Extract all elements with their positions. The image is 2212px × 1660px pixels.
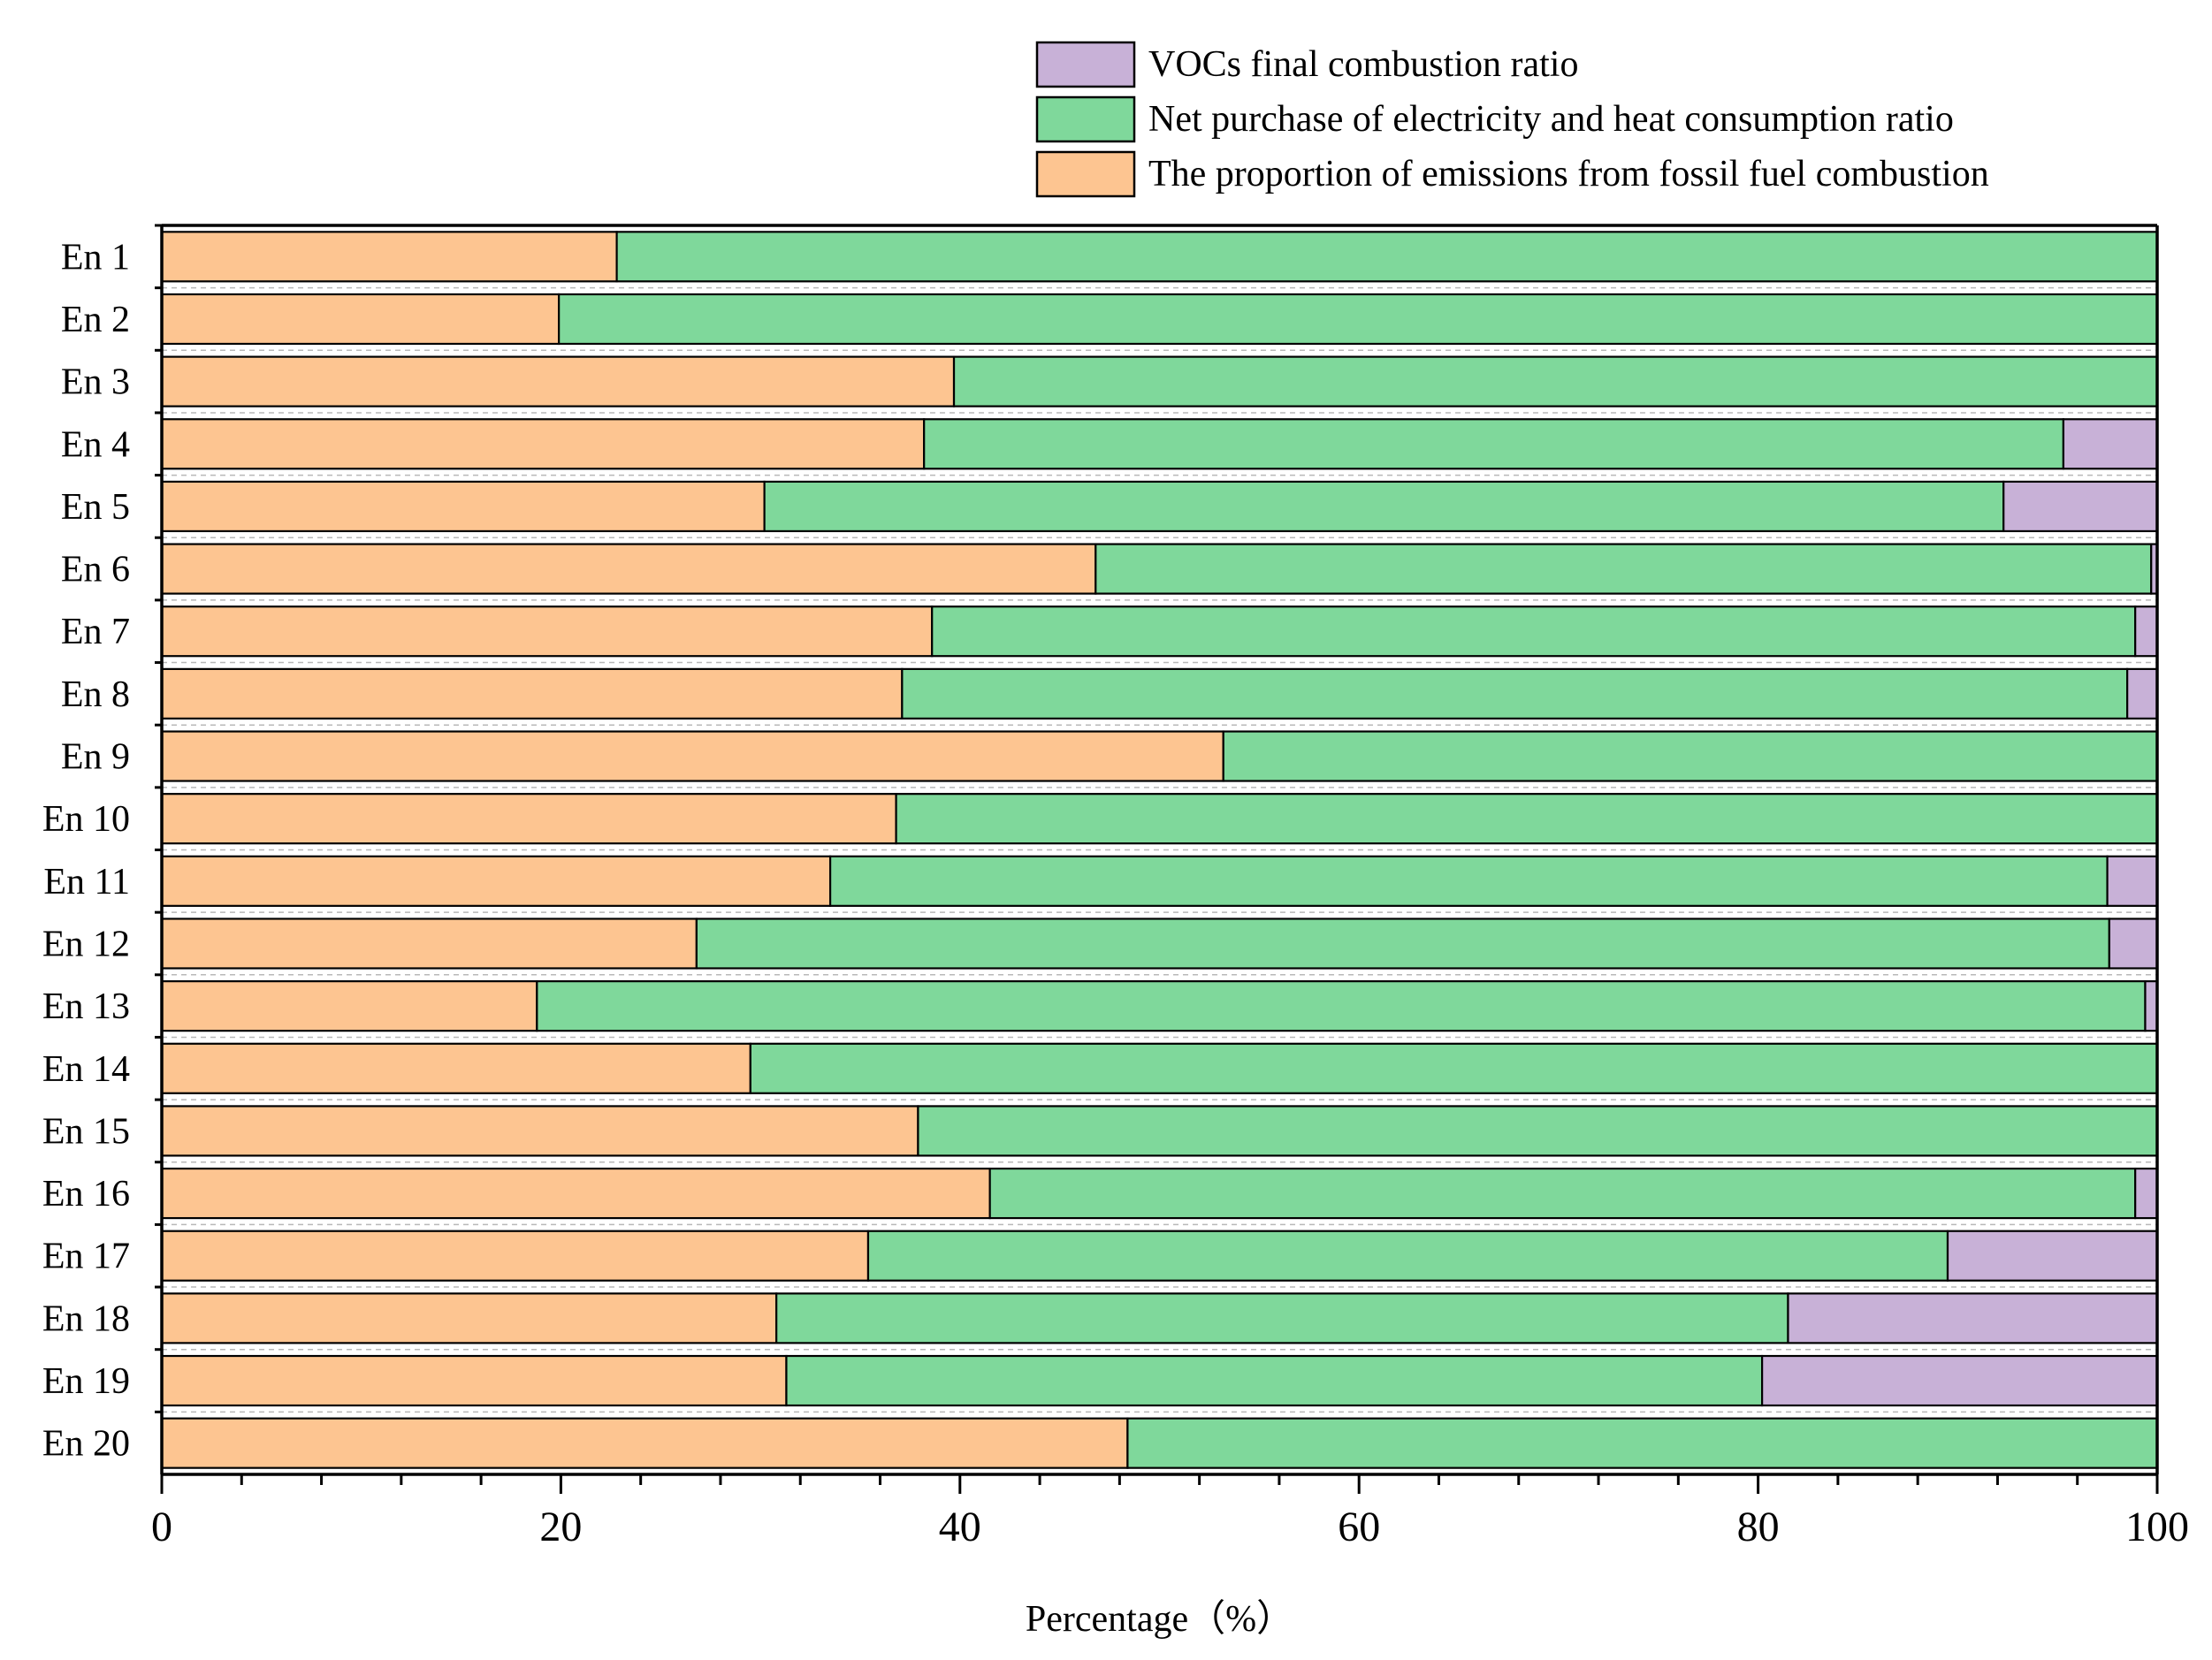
y-tick-label: En 12 bbox=[42, 924, 130, 964]
x-tick-label: 80 bbox=[1737, 1504, 1780, 1550]
bar-en-13-series-2 bbox=[536, 980, 2147, 1032]
bar-en-4-series-1 bbox=[160, 418, 926, 470]
bar-en-10-series-2 bbox=[895, 793, 2159, 845]
labels-layer: En 1 En 2 En 3 En 4 En 5 En 6 En 7 En 8 En 9 En 1… bbox=[42, 237, 2189, 1640]
bar-en-17-series-2 bbox=[866, 1230, 1949, 1282]
bar-en-18-series-1 bbox=[160, 1292, 778, 1344]
legend-swatch-3 bbox=[1035, 150, 1136, 198]
bar-en-12-series-1 bbox=[160, 918, 698, 970]
bar-en-5-series-1 bbox=[160, 480, 766, 533]
bar-en-14-series-2 bbox=[749, 1042, 2159, 1094]
bar-en-19-series-2 bbox=[785, 1354, 1764, 1407]
bar-en-16-series-2 bbox=[988, 1167, 2137, 1220]
y-tick-label: En 10 bbox=[42, 799, 130, 840]
bar-en-4-series-2 bbox=[923, 418, 2065, 470]
bar-en-16-series-1 bbox=[160, 1167, 991, 1220]
bar-en-7-series-1 bbox=[160, 605, 934, 658]
bar-en-19-series-3 bbox=[1761, 1354, 2159, 1407]
y-tick-label: En 4 bbox=[61, 424, 130, 465]
bars-layer bbox=[160, 231, 2159, 1469]
y-tick-label: En 20 bbox=[42, 1424, 130, 1465]
bar-en-20-series-2 bbox=[1126, 1417, 2159, 1469]
bar-en-16-series-3 bbox=[2134, 1167, 2159, 1220]
bar-en-9-series-2 bbox=[1222, 730, 2159, 782]
bar-en-6-series-1 bbox=[160, 543, 1097, 595]
x-axis-title: Percentage（%） bbox=[1026, 1599, 1293, 1640]
bar-en-8-series-3 bbox=[2126, 667, 2159, 720]
bar-en-9-series-1 bbox=[160, 730, 1224, 782]
x-tick-label: 100 bbox=[2125, 1504, 2189, 1550]
bar-en-13-series-3 bbox=[2144, 980, 2159, 1032]
axes-layer bbox=[155, 224, 2159, 1494]
bar-en-15-series-1 bbox=[160, 1105, 919, 1157]
legend-label-2: Net purchase of electricity and heat con… bbox=[1148, 99, 1954, 140]
bar-en-11-series-1 bbox=[160, 855, 832, 907]
bar-en-20-series-1 bbox=[160, 1417, 1129, 1469]
y-tick-label: En 6 bbox=[61, 550, 130, 590]
bar-en-13-series-1 bbox=[160, 980, 538, 1032]
bar-en-6-series-2 bbox=[1095, 543, 2153, 595]
y-tick-label: En 8 bbox=[61, 674, 130, 715]
bar-en-3-series-1 bbox=[160, 355, 956, 407]
y-tick-label: En 14 bbox=[42, 1049, 130, 1090]
y-tick-label: En 17 bbox=[42, 1237, 130, 1277]
bar-en-5-series-2 bbox=[763, 480, 2005, 533]
y-tick-label: En 19 bbox=[42, 1361, 130, 1402]
y-tick-label: En 2 bbox=[61, 300, 130, 340]
legend-swatch-1 bbox=[1035, 41, 1136, 88]
y-tick-label: En 9 bbox=[61, 737, 130, 778]
legend-label-3: The proportion of emissions from fossil … bbox=[1148, 154, 1989, 194]
bar-en-8-series-2 bbox=[901, 667, 2129, 720]
y-tick-label: En 15 bbox=[42, 1111, 130, 1152]
y-tick-label: En 11 bbox=[43, 862, 130, 902]
bar-en-3-series-2 bbox=[952, 355, 2159, 407]
bar-en-19-series-1 bbox=[160, 1354, 788, 1407]
bar-en-12-series-3 bbox=[2108, 918, 2159, 970]
x-tick-label: 20 bbox=[539, 1504, 582, 1550]
legend-label-1: VOCs final combustion ratio bbox=[1148, 44, 1578, 85]
y-tick-label: En 16 bbox=[42, 1174, 130, 1215]
bar-en-17-series-3 bbox=[1946, 1230, 2159, 1282]
bar-en-2-series-1 bbox=[160, 293, 561, 346]
bar-en-5-series-3 bbox=[2002, 480, 2159, 533]
bar-en-18-series-3 bbox=[1787, 1292, 2159, 1344]
y-tick-label: En 1 bbox=[61, 237, 130, 278]
bar-en-1-series-2 bbox=[615, 231, 2159, 283]
bar-en-11-series-3 bbox=[2106, 855, 2159, 907]
bar-en-8-series-1 bbox=[160, 667, 904, 720]
x-tick-label: 40 bbox=[939, 1504, 981, 1550]
y-tick-label: En 5 bbox=[61, 487, 130, 528]
x-tick-label: 60 bbox=[1338, 1504, 1380, 1550]
bar-en-7-series-2 bbox=[931, 605, 2137, 658]
bar-en-11-series-2 bbox=[828, 855, 2109, 907]
y-tick-label: En 13 bbox=[42, 986, 130, 1027]
x-tick-label: 0 bbox=[151, 1504, 172, 1550]
bar-en-17-series-1 bbox=[160, 1230, 870, 1282]
grid-layer bbox=[162, 286, 2157, 1413]
y-tick-label: En 3 bbox=[61, 362, 130, 403]
bar-en-12-series-2 bbox=[695, 918, 2110, 970]
bar-en-10-series-1 bbox=[160, 793, 897, 845]
legend: VOCs final combustion ratio Net purchase … bbox=[1035, 41, 1989, 198]
bar-en-1-series-1 bbox=[160, 231, 618, 283]
legend-swatch-2 bbox=[1035, 95, 1136, 143]
bar-en-2-series-2 bbox=[558, 293, 2159, 346]
bar-en-4-series-3 bbox=[2062, 418, 2159, 470]
bar-en-15-series-2 bbox=[917, 1105, 2159, 1157]
bar-en-14-series-1 bbox=[160, 1042, 751, 1094]
y-tick-label: En 7 bbox=[61, 612, 130, 652]
bar-en-7-series-3 bbox=[2134, 605, 2159, 658]
y-tick-label: En 18 bbox=[42, 1298, 130, 1339]
bar-en-18-series-2 bbox=[775, 1292, 1789, 1344]
